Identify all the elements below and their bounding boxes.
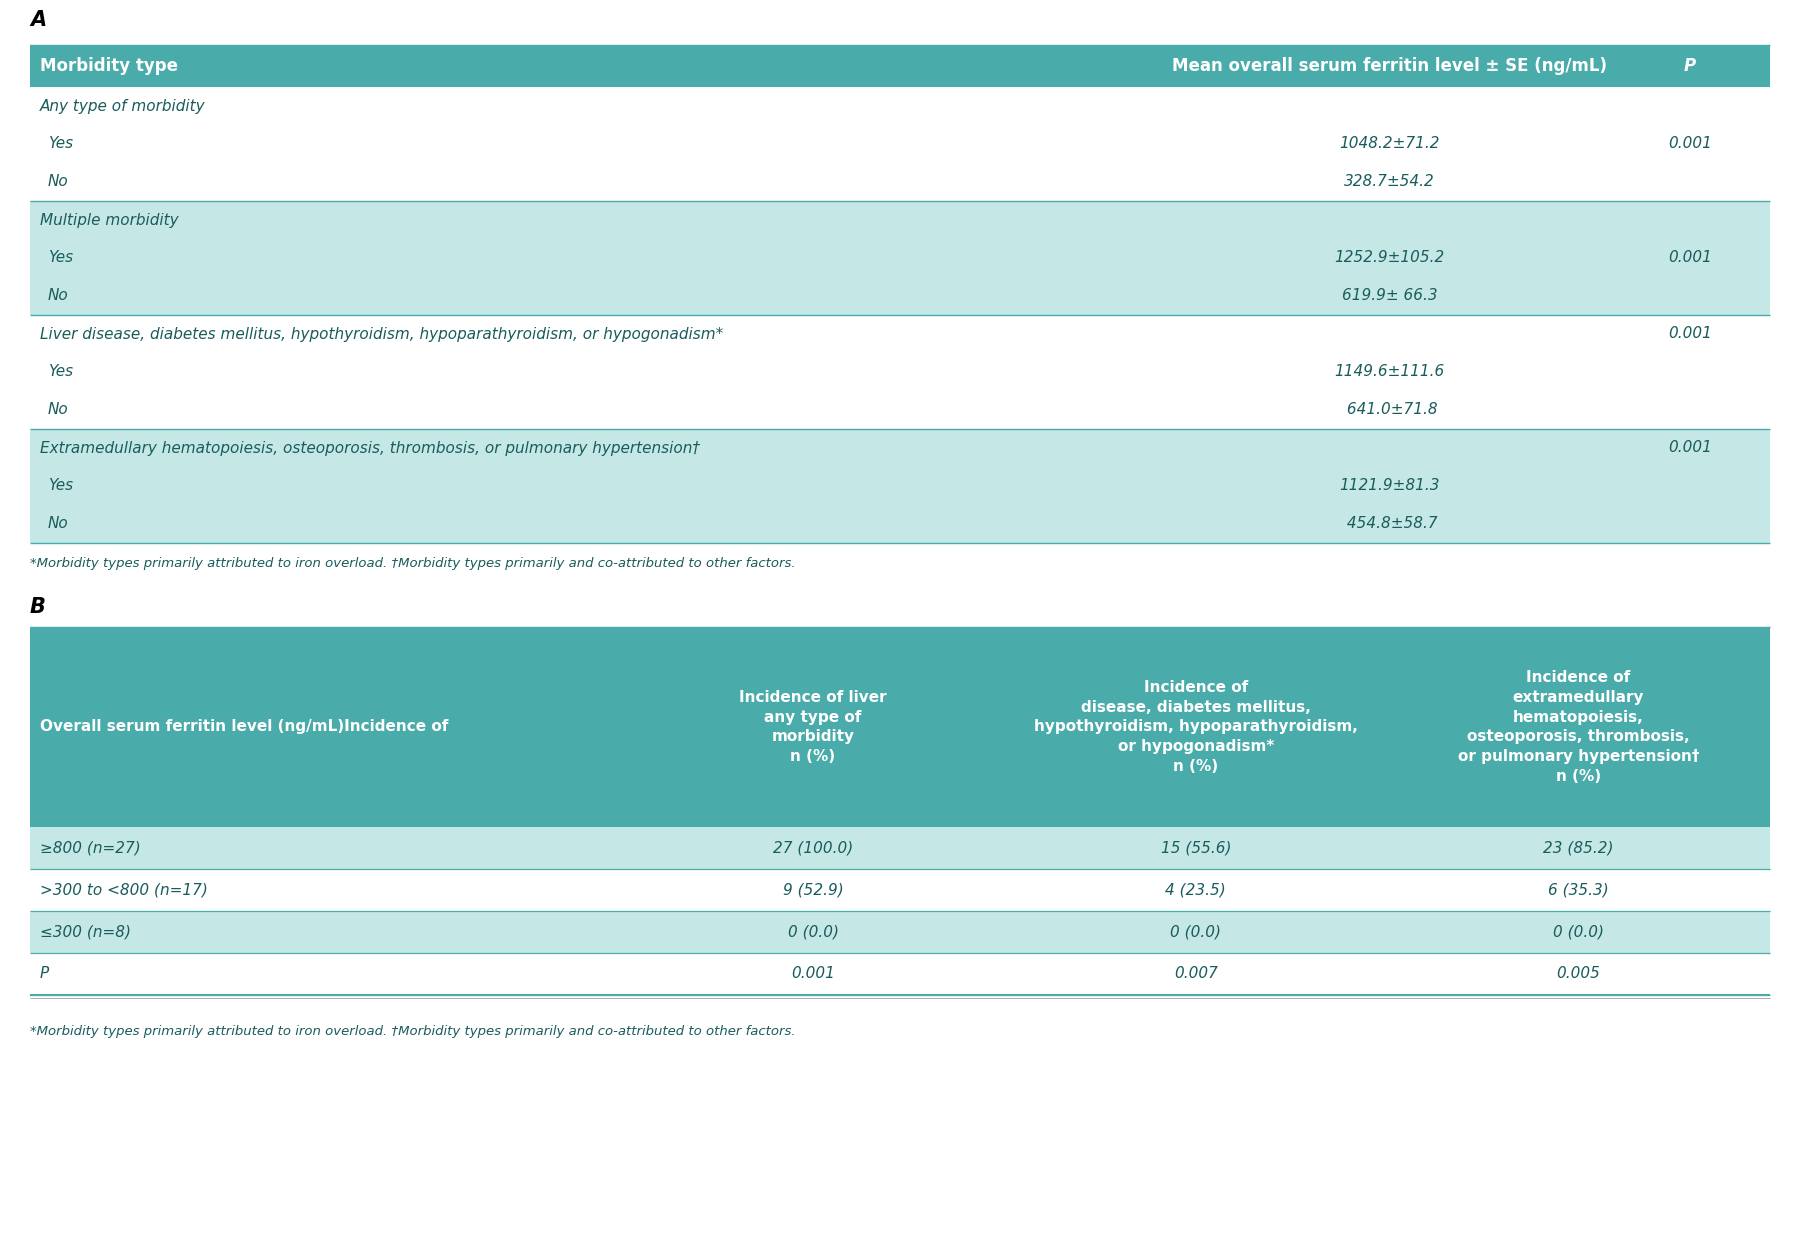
Bar [31, 391, 1769, 429]
Bar [31, 626, 1769, 827]
Bar [31, 827, 1769, 869]
Text: Yes: Yes [49, 364, 74, 379]
Bar [31, 353, 1769, 391]
Text: Yes: Yes [49, 251, 74, 266]
Text: Multiple morbidity: Multiple morbidity [40, 212, 178, 227]
Text: 0.007: 0.007 [1174, 966, 1219, 981]
Text: 328.7±54.2: 328.7±54.2 [1345, 175, 1435, 190]
Bar [31, 240, 1769, 277]
Text: Yes: Yes [49, 136, 74, 151]
Text: *Morbidity types primarily attributed to iron overload. †Morbidity types primari: *Morbidity types primarily attributed to… [31, 557, 796, 570]
Text: 4 (23.5): 4 (23.5) [1165, 882, 1226, 897]
Text: Morbidity type: Morbidity type [40, 57, 178, 75]
Text: 0.001: 0.001 [1669, 251, 1712, 266]
Text: 0 (0.0): 0 (0.0) [1170, 925, 1222, 940]
Text: 0.001: 0.001 [1669, 327, 1712, 342]
Text: Incidence of liver
any type of
morbidity
n (%): Incidence of liver any type of morbidity… [740, 690, 887, 764]
Bar [31, 45, 1769, 87]
Text: 1121.9±81.3: 1121.9±81.3 [1339, 478, 1440, 493]
Text: 27 (100.0): 27 (100.0) [772, 840, 853, 855]
Text: 1048.2±71.2: 1048.2±71.2 [1339, 136, 1440, 151]
Bar [31, 277, 1769, 314]
Bar [31, 87, 1769, 125]
Text: Yes: Yes [49, 478, 74, 493]
Text: P: P [40, 966, 49, 981]
Text: 641.0±71.8: 641.0±71.8 [1343, 403, 1438, 418]
Text: Liver disease, diabetes mellitus, hypothyroidism, hypoparathyroidism, or hypogon: Liver disease, diabetes mellitus, hypoth… [40, 327, 724, 342]
Text: Mean overall serum ferritin level ± SE (ng/mL): Mean overall serum ferritin level ± SE (… [1172, 57, 1607, 75]
Text: No: No [49, 288, 68, 303]
Text: 0.001: 0.001 [1669, 441, 1712, 456]
Text: 1149.6±111.6: 1149.6±111.6 [1334, 364, 1445, 379]
Bar [31, 869, 1769, 911]
Text: 23 (85.2): 23 (85.2) [1543, 840, 1615, 855]
Bar [31, 911, 1769, 953]
Text: 9 (52.9): 9 (52.9) [783, 882, 844, 897]
Text: Any type of morbidity: Any type of morbidity [40, 99, 205, 114]
Bar [31, 953, 1769, 995]
Text: 619.9± 66.3: 619.9± 66.3 [1343, 288, 1438, 303]
Text: 15 (55.6): 15 (55.6) [1161, 840, 1231, 855]
Text: No: No [49, 403, 68, 418]
Text: 0.001: 0.001 [790, 966, 835, 981]
Text: 0.001: 0.001 [1669, 136, 1712, 151]
Text: No: No [49, 175, 68, 190]
Bar [31, 125, 1769, 163]
Text: 1252.9±105.2: 1252.9±105.2 [1334, 251, 1445, 266]
Text: 0 (0.0): 0 (0.0) [788, 925, 839, 940]
Text: Overall serum ferritin level (ng/mL)Incidence of: Overall serum ferritin level (ng/mL)Inci… [40, 720, 448, 735]
Bar [31, 429, 1769, 467]
Text: *Morbidity types primarily attributed to iron overload. †Morbidity types primari: *Morbidity types primarily attributed to… [31, 1025, 796, 1038]
Text: 6 (35.3): 6 (35.3) [1548, 882, 1609, 897]
Bar [31, 505, 1769, 543]
Text: 454.8±58.7: 454.8±58.7 [1343, 517, 1438, 532]
Text: No: No [49, 517, 68, 532]
Text: Extramedullary hematopoiesis, osteoporosis, thrombosis, or pulmonary hypertensio: Extramedullary hematopoiesis, osteoporos… [40, 441, 700, 456]
Bar [31, 163, 1769, 201]
Text: Incidence of
disease, diabetes mellitus,
hypothyroidism, hypoparathyroidism,
or : Incidence of disease, diabetes mellitus,… [1033, 680, 1357, 774]
Text: >300 to <800 (n=17): >300 to <800 (n=17) [40, 882, 207, 897]
Text: ≥800 (n=27): ≥800 (n=27) [40, 840, 140, 855]
Bar [31, 201, 1769, 240]
Text: 0 (0.0): 0 (0.0) [1553, 925, 1604, 940]
Bar [31, 314, 1769, 353]
Text: Incidence of
extramedullary
hematopoiesis,
osteoporosis, thrombosis,
or pulmonar: Incidence of extramedullary hematopoiesi… [1458, 670, 1699, 784]
Text: 0.005: 0.005 [1557, 966, 1600, 981]
Text: B: B [31, 597, 45, 617]
Text: A: A [31, 10, 47, 30]
Text: P: P [1683, 57, 1696, 75]
Bar [31, 467, 1769, 505]
Text: ≤300 (n=8): ≤300 (n=8) [40, 925, 131, 940]
